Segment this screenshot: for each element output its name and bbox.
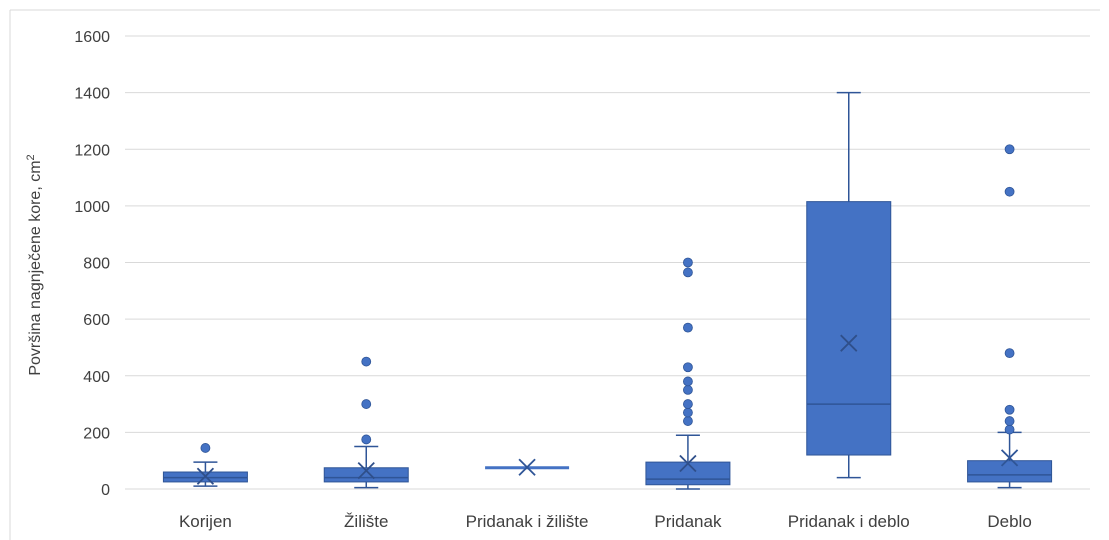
outlier-point xyxy=(361,434,372,445)
box-1 xyxy=(162,443,248,487)
y-axis-title-superscript: 2 xyxy=(25,154,37,160)
outlier-point xyxy=(361,399,372,409)
outlier-point xyxy=(683,385,693,395)
y-axis-ticks: 0 200 400 600 800 1000 1200 1400 1600 xyxy=(74,29,110,499)
x-category-label-5: Pridanak i deblo xyxy=(788,512,910,531)
x-category-label-1: Korijen xyxy=(179,512,232,531)
outlier-point xyxy=(1004,144,1015,155)
outlier-point xyxy=(683,407,693,418)
y-tick-label-200: 200 xyxy=(83,425,110,442)
x-axis-categories: Korijen Žilište Pridanak i žilište Pridanak… xyxy=(179,512,1032,531)
outlier-point xyxy=(1004,424,1015,435)
outlier-point xyxy=(683,399,693,409)
mean-marker-b xyxy=(679,454,697,473)
outlier-point xyxy=(683,362,693,373)
outlier-point xyxy=(683,376,693,387)
outlier-point xyxy=(683,257,693,268)
y-tick-label-400: 400 xyxy=(83,369,110,386)
gridlines xyxy=(125,35,1090,490)
outlier-point xyxy=(1004,186,1015,197)
outlier-point xyxy=(1004,348,1015,359)
box-5 xyxy=(806,91,892,479)
y-tick-label-1000: 1000 xyxy=(74,199,110,216)
box-3 xyxy=(485,458,570,476)
mean-marker-b xyxy=(518,458,536,476)
x-category-label-4: Pridanak xyxy=(654,512,722,531)
outlier-point xyxy=(1004,404,1015,415)
x-category-label-6: Deblo xyxy=(987,512,1031,531)
mean-marker-b xyxy=(840,334,858,352)
y-axis-title: Površina nagnječene kore, cm2 xyxy=(25,154,44,375)
mean-marker-b xyxy=(196,467,215,485)
y-tick-label-600: 600 xyxy=(83,312,110,329)
x-category-label-3: Pridanak i žilište xyxy=(466,512,589,531)
boxes xyxy=(162,91,1053,490)
outlier-point xyxy=(200,443,211,453)
box-4 xyxy=(645,257,731,490)
y-tick-label-1400: 1400 xyxy=(74,86,110,103)
y-tick-label-800: 800 xyxy=(83,256,110,273)
box-iqr xyxy=(806,201,892,456)
outlier-point xyxy=(683,267,693,278)
outlier-point xyxy=(683,322,693,333)
mean-marker-b xyxy=(357,461,375,480)
y-tick-label-0: 0 xyxy=(101,482,110,499)
box-iqr xyxy=(967,460,1053,483)
y-tick-label-1200: 1200 xyxy=(74,142,110,159)
x-category-label-2: Žilište xyxy=(344,512,388,531)
box-6 xyxy=(967,144,1053,489)
y-axis-title-text: Površina nagnječene kore, cm xyxy=(27,160,44,375)
outlier-point xyxy=(683,416,693,426)
box-2 xyxy=(323,356,409,489)
mean-marker-b xyxy=(1000,449,1019,467)
outlier-point xyxy=(361,356,372,367)
y-tick-label-1600: 1600 xyxy=(74,29,110,46)
box-iqr xyxy=(645,461,731,486)
outlier-point xyxy=(1004,416,1015,426)
